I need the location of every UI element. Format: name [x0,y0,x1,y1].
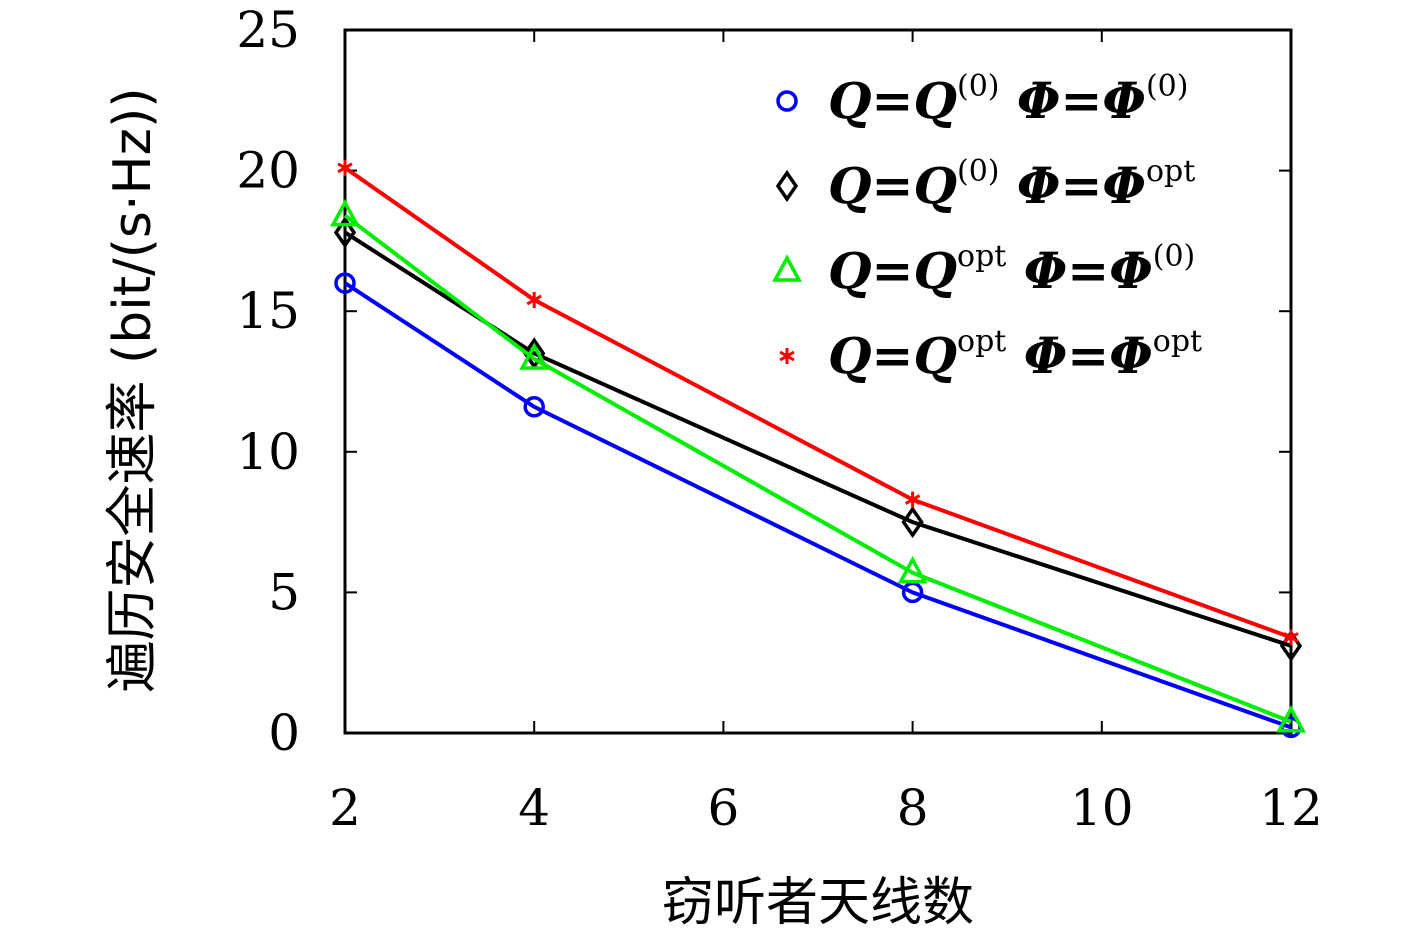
y-axis-title: 遍历安全速率 (bit/(s·Hz)) [103,87,163,692]
y-tick-label: 20 [236,142,300,200]
ticks: 2 4 6 8 10 12 0 5 10 15 20 25 [236,1,1322,837]
y-tick-label: 5 [268,563,300,621]
x-tick-label: 10 [1070,779,1134,837]
legend-entry-4: Q=Qopt Φ=Φopt [779,324,1202,385]
point-marker-asterisk [779,348,795,364]
point-marker-triangle [1276,705,1306,733]
series-line [343,166,1292,640]
x-tick-label: 6 [707,779,739,837]
legend-entry-3: Q=Qopt Φ=Φ(0) [772,239,1195,300]
point-marker-diamond [333,216,357,249]
point-marker-circle [523,396,545,418]
legend-entry-2: Q=Q(0) Φ=Φopt [775,154,1195,215]
point-marker-triangle [330,198,360,227]
legend-label: Q=Qopt Φ=Φopt [828,324,1202,385]
series-line [343,230,1292,648]
y-tick-label: 15 [236,282,300,340]
point-marker-triangle [519,342,550,370]
x-tick-label: 2 [329,779,361,837]
point-marker-triangle [772,254,802,282]
legend-entry-1: Q=Q(0) Φ=Φ(0) [776,69,1188,130]
series-line [343,213,1292,724]
legend-label: Q=Q(0) Φ=Φopt [828,154,1195,215]
legend-label: Q=Qopt Φ=Φ(0) [828,239,1195,300]
legend-label: Q=Q(0) Φ=Φ(0) [828,69,1188,130]
point-marker-asterisk [1283,629,1299,646]
point-marker-asterisk [337,159,353,176]
series-line [343,281,1292,730]
legend: Q=Q(0) Φ=Φ(0) Q=Q(0) Φ=Φopt Q=Qopt Φ=Φ(0) Q… [772,69,1202,385]
series-4 [337,159,1299,646]
point-marker-diamond [901,506,924,539]
series-layer [330,159,1306,739]
point-marker-triangle [897,556,928,584]
point-marker-diamond [775,169,799,203]
x-tick-label: 12 [1259,779,1323,837]
point-marker-circle [334,272,356,294]
y-tick-label: 0 [268,704,300,762]
y-tick-label: 25 [236,1,300,59]
point-marker-asterisk [904,491,921,508]
series-3 [330,198,1306,733]
point-marker-circle [776,90,798,112]
x-tick-label: 4 [518,779,550,837]
x-tick-label: 8 [897,779,929,837]
plot-area [343,28,1293,735]
x-axis-title: 窃听者天线数 [662,873,974,933]
y-tick-label: 10 [236,423,300,481]
point-marker-asterisk [526,291,542,308]
